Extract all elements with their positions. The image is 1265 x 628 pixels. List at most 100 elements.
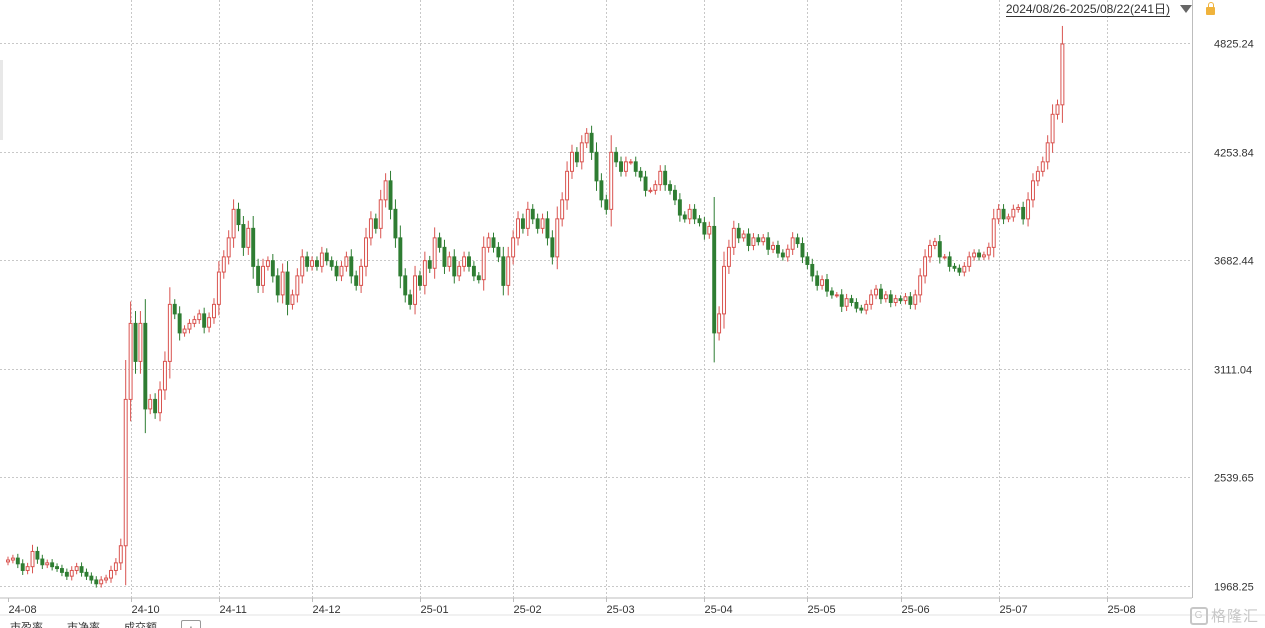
candle-body xyxy=(212,303,216,319)
candle-body xyxy=(795,237,800,245)
candle-body xyxy=(506,256,511,286)
chevron-down-icon[interactable] xyxy=(1180,5,1192,13)
candle-body xyxy=(697,218,702,224)
candle-body xyxy=(192,319,197,324)
tab-pe[interactable]: 市盈率 xyxy=(10,622,43,628)
candle-body xyxy=(805,256,810,265)
candle-body xyxy=(457,265,462,277)
candle-body xyxy=(893,298,898,303)
x-tick-label: 25-05 xyxy=(808,604,836,616)
candle-body xyxy=(908,296,913,305)
candle-body xyxy=(94,579,99,585)
candle-body xyxy=(496,246,501,258)
candle-body xyxy=(378,199,383,229)
candle-body xyxy=(15,557,20,565)
candle-body xyxy=(447,256,452,267)
candle-body xyxy=(520,218,525,229)
candle-body xyxy=(511,237,516,258)
candle-body xyxy=(780,252,785,258)
candle-body xyxy=(251,227,256,267)
candle-body xyxy=(878,288,883,300)
y-tick-label: 3111.04 xyxy=(1214,365,1252,377)
candle-body xyxy=(731,227,736,248)
candle-body xyxy=(825,279,829,292)
candle-body xyxy=(947,256,952,267)
candle-body xyxy=(417,275,422,286)
candle-body xyxy=(638,170,643,178)
candle-body xyxy=(79,566,84,573)
candle-body xyxy=(462,256,467,267)
candle-body xyxy=(579,142,584,163)
candle-body xyxy=(574,151,579,163)
candle-body xyxy=(138,322,143,362)
date-range-selector[interactable]: 2024/08/26-2025/08/22(241日) xyxy=(1005,1,1215,17)
candle-body xyxy=(545,218,550,239)
candle-body xyxy=(20,563,25,571)
add-icon[interactable]: + xyxy=(181,620,201,628)
candle-body xyxy=(373,218,378,229)
y-tick-label: 1968.25 xyxy=(1214,582,1254,594)
candle-body xyxy=(226,237,231,258)
candle-body xyxy=(658,170,663,186)
candle-body xyxy=(844,298,849,307)
candle-body xyxy=(187,322,192,330)
candle-body xyxy=(349,256,354,277)
candle-body xyxy=(40,558,45,566)
date-range-label[interactable]: 2024/08/26-2025/08/22(241日) xyxy=(1005,1,1170,17)
candle-body xyxy=(628,161,633,164)
candle-body xyxy=(216,271,221,305)
candle-body xyxy=(1006,216,1011,220)
y-tick-label: 4253.84 xyxy=(1214,148,1254,160)
tab-turnover[interactable]: 成交额 xyxy=(124,622,157,628)
candle-body xyxy=(408,294,413,305)
candle-body xyxy=(388,180,393,210)
candle-body xyxy=(236,208,241,226)
candle-body xyxy=(570,151,574,172)
candle-body xyxy=(109,569,113,579)
candle-body xyxy=(241,224,246,248)
candle-body xyxy=(540,218,545,229)
y-tick-label: 3682.44 xyxy=(1214,256,1254,268)
candle-body xyxy=(84,571,89,577)
candle-body xyxy=(810,263,815,277)
candle-body xyxy=(25,566,30,571)
candle-body xyxy=(653,184,658,191)
x-tick-label: 24-11 xyxy=(220,604,247,616)
candle-body xyxy=(231,208,236,239)
candle-body xyxy=(344,256,349,267)
candle-body xyxy=(99,579,104,585)
watermark-logo-icon: G xyxy=(1189,606,1208,625)
candle-body xyxy=(172,303,177,315)
candle-body xyxy=(555,218,560,258)
candle-body xyxy=(55,566,60,570)
candle-body xyxy=(977,252,981,258)
tab-pb[interactable]: 市净率 xyxy=(67,622,100,628)
x-tick-label: 25-02 xyxy=(514,604,542,616)
candle-body xyxy=(501,256,506,286)
candle-body xyxy=(829,290,834,296)
candle-body xyxy=(898,298,903,302)
candle-body xyxy=(550,237,555,258)
candle-body xyxy=(516,218,520,239)
candle-body xyxy=(874,288,879,296)
candle-body xyxy=(339,265,344,277)
candle-body xyxy=(452,256,457,277)
candle-body xyxy=(952,265,957,269)
candle-body xyxy=(368,218,373,239)
candle-body xyxy=(261,265,265,286)
candle-body xyxy=(1026,199,1031,220)
candle-body xyxy=(751,237,756,246)
candle-body xyxy=(800,243,805,258)
candle-body xyxy=(133,322,138,362)
candle-body xyxy=(221,256,226,273)
lock-icon[interactable] xyxy=(1206,2,1215,15)
candle-body xyxy=(775,244,780,254)
candle-body xyxy=(50,562,55,568)
candle-body xyxy=(609,151,614,210)
x-tick-label: 25-03 xyxy=(607,604,635,616)
candle-body xyxy=(560,199,565,220)
candle-body xyxy=(687,208,692,220)
candle-body xyxy=(64,571,69,577)
candle-body xyxy=(432,237,437,269)
